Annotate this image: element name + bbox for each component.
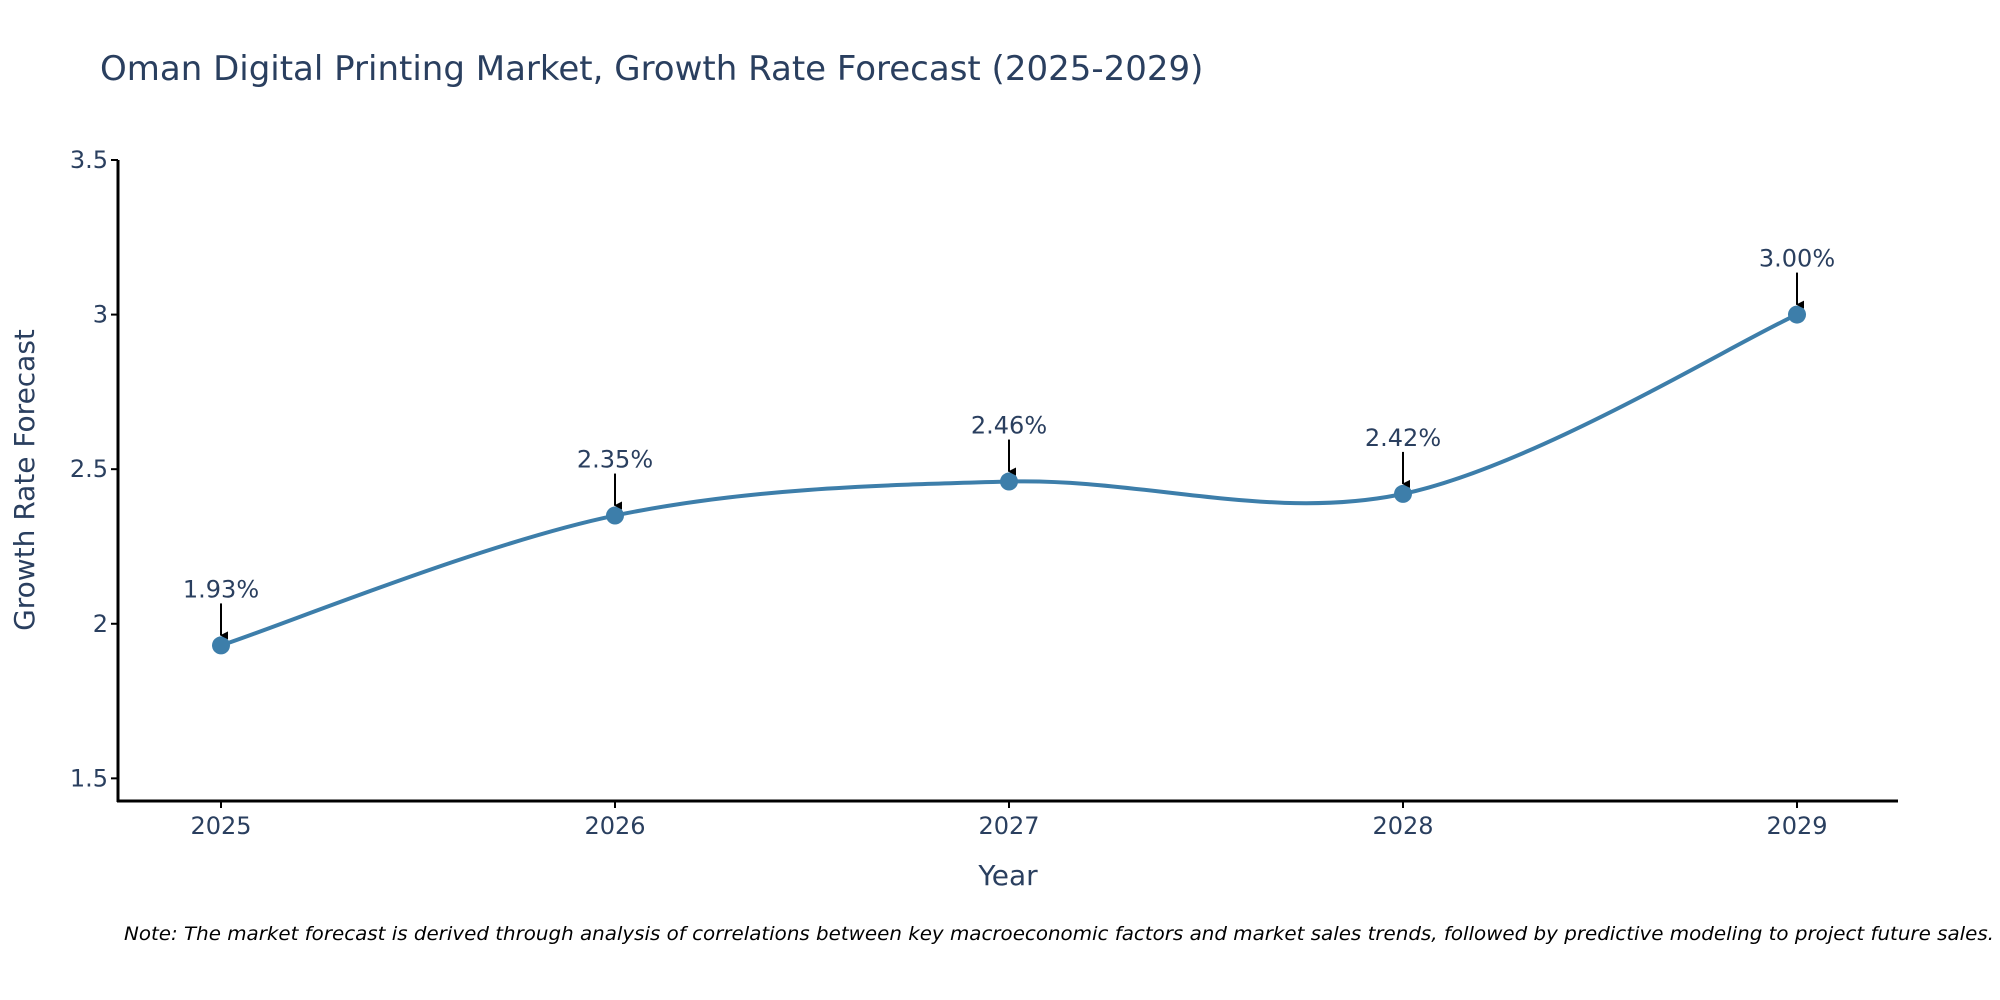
data-label: 2.46% — [971, 412, 1047, 440]
chart-title: Oman Digital Printing Market, Growth Rat… — [100, 49, 1203, 89]
data-label: 3.00% — [1759, 245, 1835, 273]
x-tick-label: 2025 — [190, 812, 251, 840]
y-tick-label: 3 — [93, 301, 108, 329]
x-tick-label: 2028 — [1372, 812, 1433, 840]
footnote: Note: The market forecast is derived thr… — [124, 923, 1994, 945]
y-tick-label: 2 — [93, 610, 108, 638]
data-label: 2.42% — [1365, 424, 1441, 452]
y-axis-title: Growth Rate Forecast — [8, 329, 41, 631]
x-tick-label: 2029 — [1766, 812, 1827, 840]
data-label: 1.93% — [183, 575, 259, 603]
data-label: 2.35% — [577, 446, 653, 474]
data-point-2025 — [212, 636, 230, 655]
y-tick-label: 1.5 — [70, 764, 108, 792]
data-points — [212, 305, 1806, 655]
data-point-2029 — [1788, 305, 1806, 324]
y-tick-label: 2.5 — [70, 455, 108, 483]
x-tick-label: 2027 — [978, 812, 1039, 840]
y-axis-ticks: 1.5 2 2.5 3 3.5 — [70, 146, 118, 792]
x-tick-label: 2026 — [584, 812, 645, 840]
x-axis-title: Year — [977, 859, 1038, 892]
data-point-2026 — [606, 506, 624, 525]
data-point-2028 — [1394, 484, 1412, 503]
x-axis-ticks: 2025 2026 2027 2028 2029 — [190, 802, 1828, 840]
y-tick-label: 3.5 — [70, 146, 108, 174]
data-annotations: 1.93% 2.35% 2.46% 2.42% 3.00% — [183, 245, 1835, 640]
data-point-2027 — [1000, 472, 1018, 491]
